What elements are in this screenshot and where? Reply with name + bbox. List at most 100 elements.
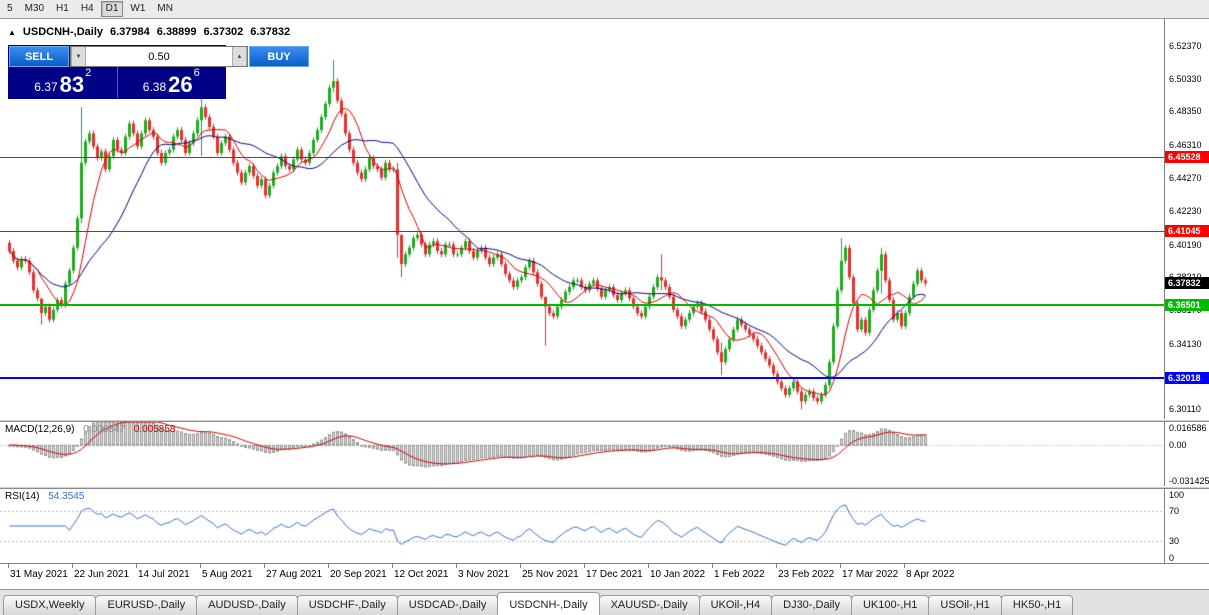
price-level-badge: 6.36501 xyxy=(1165,299,1209,311)
rsi-tick-label: 0 xyxy=(1169,553,1175,563)
macd-value-signal: 0.005858 xyxy=(133,424,176,435)
pane-separator[interactable] xyxy=(0,486,1209,489)
chart-tab-audusd-daily[interactable]: AUDUSD-,Daily xyxy=(196,595,298,615)
chart-tab-ukoil-h4[interactable]: UKOil-,H4 xyxy=(698,595,773,615)
price-tick-label: 6.30110 xyxy=(1169,404,1201,414)
price-level-line-6.41045[interactable] xyxy=(0,231,1164,232)
rsi-label: RSI(14) 54.3545 xyxy=(5,491,90,502)
chart-tab-xauusd-daily[interactable]: XAUUSD-,Daily xyxy=(598,595,700,615)
rsi-tick-label: 100 xyxy=(1169,490,1185,500)
chart-title: ▲ USDCNH-,Daily 6.37984 6.38899 6.37302 … xyxy=(8,26,290,38)
price-tick-label: 6.46310 xyxy=(1169,140,1202,150)
ohlc-close: 6.37832 xyxy=(250,26,291,38)
chart-tab-usdchf-daily[interactable]: USDCHF-,Daily xyxy=(296,595,398,615)
timeframe-button-h1[interactable]: H1 xyxy=(51,1,74,17)
macd-label: MACD(12,26,9) 0.006347 0.005858 xyxy=(5,424,181,435)
chart-tab-dj30-daily[interactable]: DJ30-,Daily xyxy=(771,595,852,615)
time-axis-tick xyxy=(136,564,137,568)
time-axis-tick xyxy=(776,564,777,568)
sell-price-big-digits: 83 xyxy=(59,72,85,97)
date-label: 10 Jan 2022 xyxy=(650,569,706,580)
date-label: 3 Nov 2021 xyxy=(458,569,510,580)
pane-separator[interactable] xyxy=(0,419,1209,422)
rsi-tick-label: 70 xyxy=(1169,506,1180,516)
date-label: 20 Sep 2021 xyxy=(330,569,387,580)
volume-increase-button[interactable]: ▲ xyxy=(232,47,247,66)
trade-panel-prices: 6.37 83 2 6.38 26 6 xyxy=(9,67,225,98)
time-axis-tick xyxy=(72,564,73,568)
time-axis-tick xyxy=(840,564,841,568)
date-label: 12 Oct 2021 xyxy=(394,569,449,580)
price-level-badge: 6.41045 xyxy=(1165,225,1209,237)
macd-name: MACD(12,26,9) xyxy=(5,424,75,435)
date-label: 25 Nov 2021 xyxy=(522,569,579,580)
time-axis-tick xyxy=(584,564,585,568)
timeframe-button-m30[interactable]: M30 xyxy=(20,1,49,17)
chart-tab-hk50-h1[interactable]: HK50-,H1 xyxy=(1000,595,1074,615)
time-axis[interactable]: 31 May 2021 22 Jun 2021 14 Jul 2021 5 Aug 2… xyxy=(0,563,1209,589)
price-tick-label: 6.52370 xyxy=(1169,41,1202,51)
symbol-label: USDCNH-,Daily xyxy=(22,26,103,38)
time-axis-tick xyxy=(392,564,393,568)
date-label: 17 Mar 2022 xyxy=(842,569,899,580)
price-tick-label: 6.40190 xyxy=(1169,240,1202,250)
chart-tab-uk100-h1[interactable]: UK100-,H1 xyxy=(850,595,930,615)
sell-price-last-digit: 2 xyxy=(85,67,92,79)
rsi-tick-label: 30 xyxy=(1169,536,1180,546)
timeframe-button-mn[interactable]: MN xyxy=(152,1,178,17)
date-label: 5 Aug 2021 xyxy=(202,569,253,580)
macd-tick-label: 0.016586 xyxy=(1169,423,1207,433)
price-level-line-6.32018[interactable] xyxy=(0,377,1164,379)
trade-panel-controls: SELL ▼ ▲ BUY xyxy=(9,46,309,67)
chart-tab-usdcnh-daily[interactable]: USDCNH-,Daily xyxy=(497,592,600,615)
price-tick-label: 6.44270 xyxy=(1169,173,1202,183)
chart-window: ▲ USDCNH-,Daily 6.37984 6.38899 6.37302 … xyxy=(0,19,1209,589)
rsi-value: 54.3545 xyxy=(48,491,85,502)
ohlc-open: 6.37984 xyxy=(110,26,150,38)
collapse-trade-panel-icon[interactable]: ▲ xyxy=(8,27,16,37)
price-tick-label: 6.42230 xyxy=(1169,206,1202,216)
time-axis-tick xyxy=(904,564,905,568)
macd-tick-label: 0.00 xyxy=(1169,440,1187,450)
price-level-line-6.45528[interactable] xyxy=(0,157,1164,158)
price-level-badge: 6.45528 xyxy=(1165,151,1209,163)
time-axis-tick xyxy=(520,564,521,568)
time-axis-tick xyxy=(328,564,329,568)
time-axis-tick xyxy=(8,564,9,568)
rsi-name: RSI(14) xyxy=(5,491,40,502)
chart-tab-usoil-h1[interactable]: USOil-,H1 xyxy=(928,595,1002,615)
volume-decrease-button[interactable]: ▼ xyxy=(71,47,86,66)
ohlc-high: 6.38899 xyxy=(156,26,197,38)
date-label: 1 Feb 2022 xyxy=(714,569,765,580)
price-level-line-6.36501[interactable] xyxy=(0,304,1164,306)
ohlc-low: 6.37302 xyxy=(203,26,244,38)
price-tick-label: 6.34130 xyxy=(1169,339,1202,349)
time-axis-tick xyxy=(200,564,201,568)
chart-tab-usdx-weekly[interactable]: USDX,Weekly xyxy=(3,595,97,615)
price-axis[interactable]: 6.52370 6.50330 6.48350 6.46310 6.44270 6.422… xyxy=(1164,19,1209,563)
date-label: 22 Jun 2021 xyxy=(74,569,130,580)
volume-box: ▼ ▲ xyxy=(70,46,248,67)
sell-price-display: 6.37 83 2 xyxy=(9,67,118,98)
sell-button[interactable]: SELL xyxy=(9,46,69,67)
chart-tab-eurusd-daily[interactable]: EURUSD-,Daily xyxy=(95,595,198,615)
one-click-trading-panel: SELL ▼ ▲ BUY 6.37 83 2 6.38 26 6 xyxy=(8,45,309,99)
sell-price-prefix: 6.37 xyxy=(34,80,58,94)
timeframe-button-h4[interactable]: H4 xyxy=(76,1,99,17)
date-label: 14 Jul 2021 xyxy=(138,569,190,580)
timeframe-button-w1[interactable]: W1 xyxy=(125,1,150,17)
price-level-badge: 6.32018 xyxy=(1165,372,1209,384)
timeframe-button-5[interactable]: 5 xyxy=(2,1,18,17)
chart-tab-usdcad-daily[interactable]: USDCAD-,Daily xyxy=(396,595,499,615)
volume-input[interactable] xyxy=(86,47,232,66)
rsi-canvas[interactable] xyxy=(0,489,1164,563)
time-axis-tick xyxy=(456,564,457,568)
macd-tick-label: -0.031425 xyxy=(1169,476,1209,486)
date-label: 17 Dec 2021 xyxy=(586,569,643,580)
buy-button[interactable]: BUY xyxy=(249,46,309,67)
buy-price-big-digits: 26 xyxy=(168,72,193,97)
timeframe-button-d1[interactable]: D1 xyxy=(100,1,124,17)
time-axis-tick xyxy=(712,564,713,568)
macd-canvas[interactable] xyxy=(0,422,1164,486)
